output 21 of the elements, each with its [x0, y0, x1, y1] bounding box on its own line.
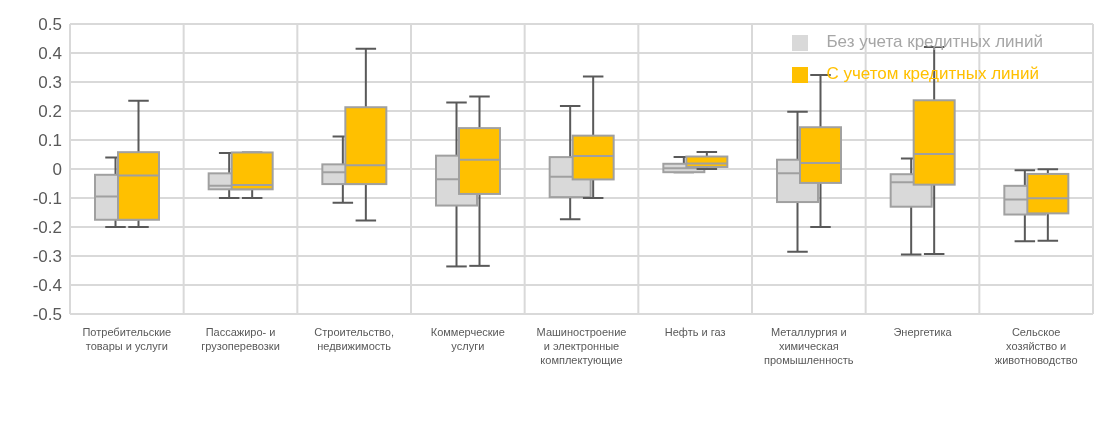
- y-tick-label: 0.4: [38, 44, 62, 64]
- legend-label: Без учета кредитных линий: [826, 32, 1043, 51]
- y-tick-label: -0.2: [32, 218, 62, 238]
- y-tick-label: -0.4: [32, 276, 62, 296]
- y-tick-label: -0.3: [32, 247, 62, 267]
- x-tick-label: Коммерческие услуги: [430, 325, 505, 352]
- y-tick-label: 0.1: [38, 131, 62, 151]
- y-tick-label: -0.5: [32, 305, 62, 325]
- y-tick-label: 0.2: [38, 102, 62, 122]
- x-tick-label: Нефть и газ: [664, 325, 726, 338]
- x-tick-label: Машиностроение и электронные комплектующие: [536, 325, 627, 366]
- y-tick-label: 0.3: [38, 73, 62, 93]
- x-tick-label: Энергетика: [893, 325, 953, 338]
- x-tick-label: Пассажиро- и грузоперевозки: [201, 325, 280, 352]
- y-tick-label: 0: [52, 160, 62, 180]
- x-tick-label: Металлургия и химическая промышленность: [764, 325, 854, 366]
- y-tick-label: 0.5: [38, 15, 62, 35]
- x-tick-label: Строительство, недвижимость: [314, 325, 394, 352]
- x-tick-label: Сельское хозяйство и животноводство: [994, 325, 1078, 366]
- x-tick-label: Потребительские товары и услуги: [82, 325, 172, 352]
- y-tick-label: -0.1: [32, 189, 62, 209]
